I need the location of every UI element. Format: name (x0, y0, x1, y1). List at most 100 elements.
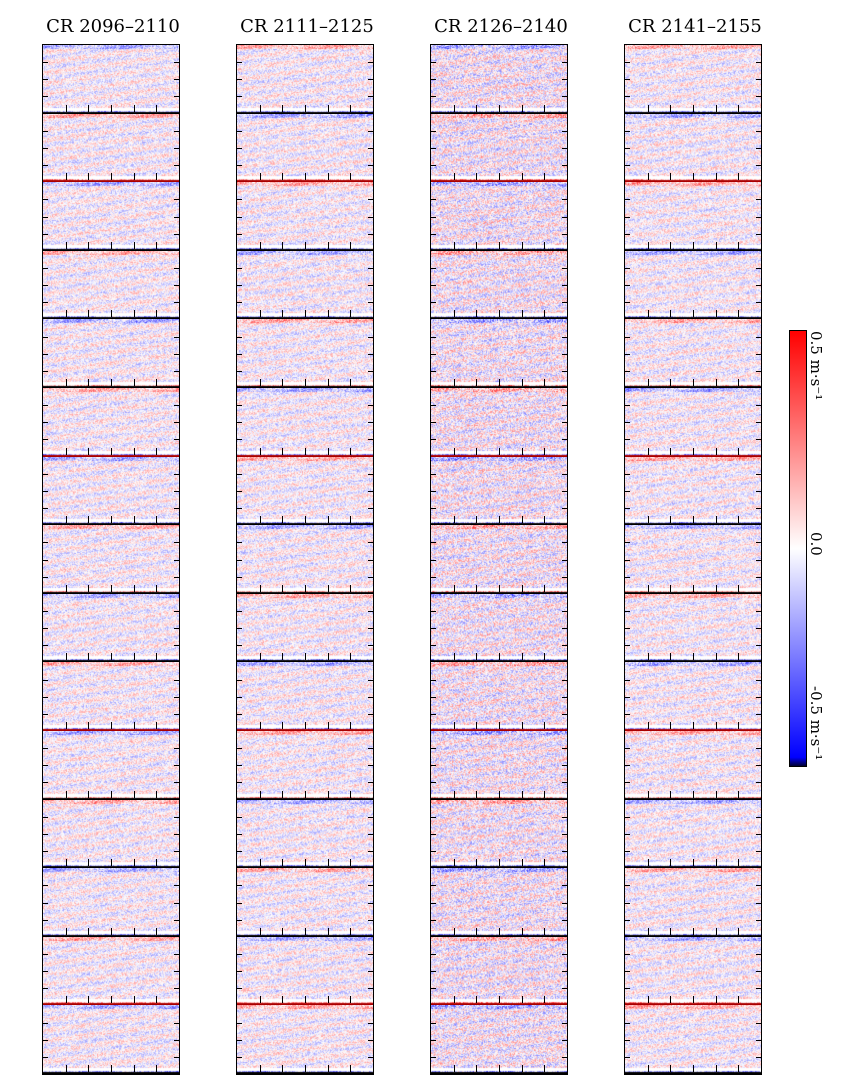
x-tick (133, 516, 135, 524)
x-tick (259, 653, 261, 661)
y-tick (756, 576, 761, 578)
y-tick (174, 165, 179, 167)
y-tick (625, 645, 630, 647)
y-tick (237, 405, 242, 407)
x-tick (499, 447, 500, 455)
y-tick (237, 885, 242, 887)
rotation-panel-2118 (237, 525, 373, 594)
y-tick (562, 473, 567, 475)
x-tick (738, 859, 740, 867)
x-tick (476, 859, 478, 867)
y-tick (43, 713, 48, 715)
x-tick (670, 104, 672, 112)
y-tick (174, 422, 179, 424)
y-tick (562, 267, 567, 269)
x-tick (88, 104, 90, 112)
x-tick (111, 653, 112, 661)
x-tick (88, 516, 90, 524)
x-tick (111, 584, 112, 592)
y-tick (431, 473, 436, 475)
y-tick (174, 233, 179, 235)
y-tick (368, 233, 373, 235)
y-tick (562, 147, 567, 149)
x-tick (282, 241, 284, 249)
y-tick (237, 919, 242, 921)
x-tick (693, 379, 694, 386)
x-tick (65, 790, 67, 798)
x-tick (521, 722, 523, 729)
x-tick (453, 584, 455, 592)
y-tick (756, 1056, 761, 1058)
x-tick (544, 653, 546, 661)
x-tick (453, 790, 455, 798)
y-tick (237, 353, 242, 355)
y-tick (756, 370, 761, 372)
y-tick (431, 96, 436, 98)
x-tick (111, 104, 112, 112)
y-tick (174, 353, 179, 355)
y-tick (237, 508, 242, 510)
y-tick (368, 147, 373, 149)
y-tick (237, 542, 242, 544)
y-tick (562, 919, 567, 921)
rotation-panel-2125 (237, 1005, 373, 1074)
x-tick (647, 173, 649, 181)
y-tick (43, 267, 48, 269)
x-tick (156, 1065, 158, 1072)
x-tick (476, 927, 478, 935)
x-tick (327, 447, 329, 455)
x-tick (715, 310, 717, 318)
y-tick (174, 645, 179, 647)
y-tick (625, 405, 630, 407)
x-tick (476, 722, 478, 729)
rotation-panel-2151 (625, 731, 761, 800)
y-tick (174, 902, 179, 904)
y-tick (625, 1056, 630, 1058)
colorbar-label-zero: 0.0 (807, 532, 825, 556)
x-tick (259, 310, 261, 318)
x-tick (715, 653, 717, 661)
y-tick (43, 370, 48, 372)
y-tick (43, 302, 48, 304)
x-tick (476, 447, 478, 455)
y-tick (174, 679, 179, 681)
x-tick (521, 996, 523, 1004)
y-tick (43, 559, 48, 561)
x-tick (693, 241, 694, 249)
y-tick (431, 199, 436, 201)
rotation-panel-2146 (625, 388, 761, 457)
x-tick (350, 379, 352, 386)
x-tick (476, 173, 478, 181)
x-tick (327, 516, 329, 524)
y-tick (43, 1056, 48, 1058)
y-tick (756, 79, 761, 81)
y-tick (174, 473, 179, 475)
x-tick (453, 722, 455, 729)
x-tick (738, 996, 740, 1004)
y-tick (625, 885, 630, 887)
y-tick (237, 439, 242, 441)
y-tick (625, 919, 630, 921)
x-tick (65, 310, 67, 318)
x-tick (544, 996, 546, 1004)
rotation-panel-2113 (237, 182, 373, 251)
rotation-panel-2154 (625, 936, 761, 1006)
column-title-1: CR 2096–2110 (46, 16, 180, 37)
x-tick (65, 653, 67, 661)
y-tick (174, 147, 179, 149)
y-tick (562, 1022, 567, 1024)
y-tick (174, 628, 179, 630)
y-tick (237, 748, 242, 750)
x-tick (111, 447, 112, 455)
y-tick (43, 885, 48, 887)
x-tick (670, 584, 672, 592)
rotation-panel-2101 (43, 388, 179, 457)
x-tick (65, 859, 67, 867)
y-tick (43, 816, 48, 818)
x-tick (282, 379, 284, 386)
y-tick (562, 988, 567, 990)
x-tick (647, 1065, 649, 1072)
rotation-panel-2123 (237, 868, 373, 937)
rotation-panel-2097 (43, 113, 179, 183)
y-tick (174, 1056, 179, 1058)
